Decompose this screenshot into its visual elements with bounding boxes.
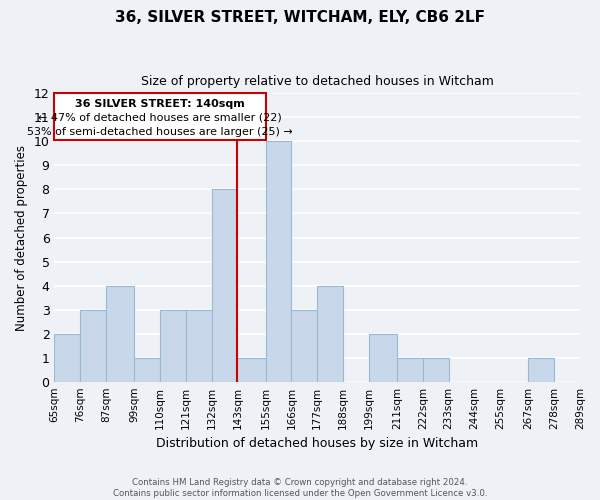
X-axis label: Distribution of detached houses by size in Witcham: Distribution of detached houses by size … [156,437,478,450]
Text: Contains HM Land Registry data © Crown copyright and database right 2024.
Contai: Contains HM Land Registry data © Crown c… [113,478,487,498]
Text: 53% of semi-detached houses are larger (25) →: 53% of semi-detached houses are larger (… [27,127,293,137]
Y-axis label: Number of detached properties: Number of detached properties [15,144,28,330]
Bar [80,310,106,382]
Bar [186,310,212,382]
Bar [292,310,317,382]
Bar [238,358,266,382]
Title: Size of property relative to detached houses in Witcham: Size of property relative to detached ho… [141,75,494,88]
Bar [423,358,449,382]
Text: 36, SILVER STREET, WITCHAM, ELY, CB6 2LF: 36, SILVER STREET, WITCHAM, ELY, CB6 2LF [115,10,485,25]
Bar [369,334,397,382]
Text: 36 SILVER STREET: 140sqm: 36 SILVER STREET: 140sqm [75,98,245,108]
Bar [529,358,554,382]
Text: ← 47% of detached houses are smaller (22): ← 47% of detached houses are smaller (22… [38,112,282,122]
Bar [134,358,160,382]
Bar [266,142,292,382]
Bar [397,358,423,382]
Bar [212,190,238,382]
Bar [317,286,343,382]
Bar [160,310,186,382]
FancyBboxPatch shape [55,94,266,140]
Bar [55,334,80,382]
Bar [106,286,134,382]
